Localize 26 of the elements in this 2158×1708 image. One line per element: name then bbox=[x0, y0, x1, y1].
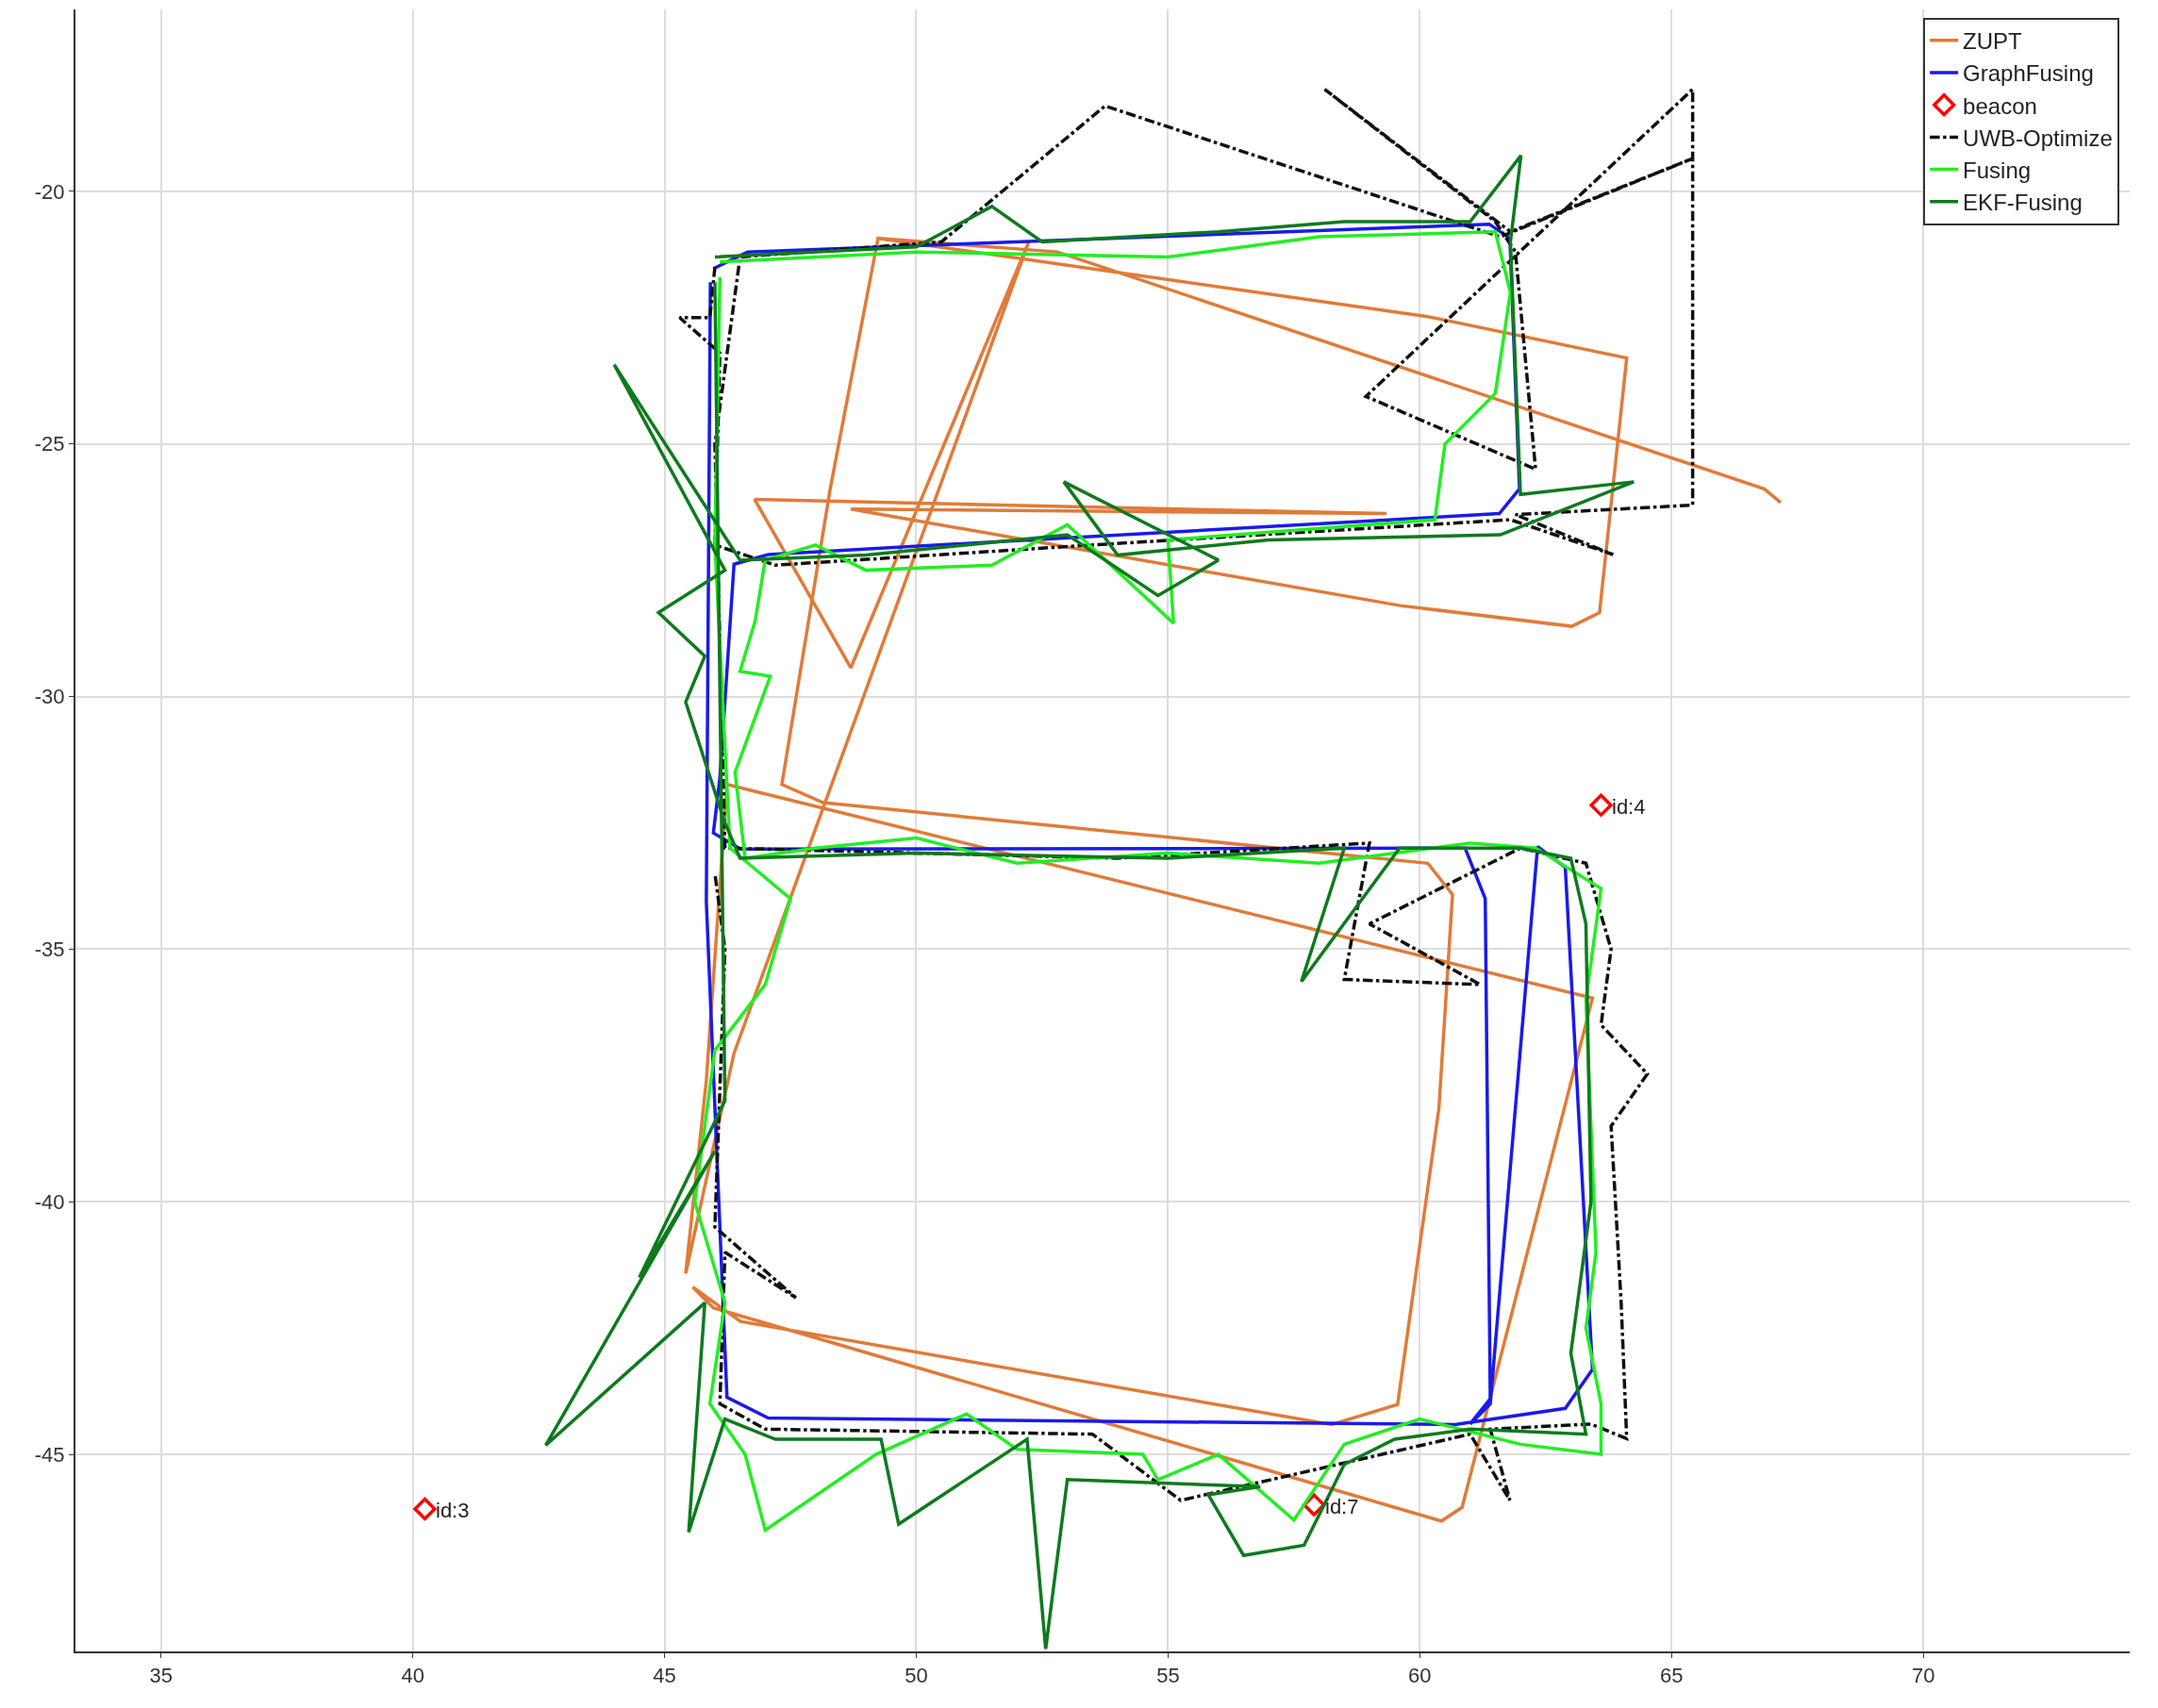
y-tick-label: -45 bbox=[34, 1442, 65, 1467]
x-tick-label: 50 bbox=[905, 1664, 928, 1688]
x-tick-label: 65 bbox=[1659, 1664, 1684, 1688]
legend-label: EKF-Fusing bbox=[1963, 190, 2083, 216]
x-tick-label: 55 bbox=[1156, 1664, 1180, 1688]
annotation: id:7 bbox=[1325, 1495, 1359, 1518]
line-series bbox=[684, 236, 1783, 1523]
y-tick-label: -30 bbox=[34, 685, 65, 709]
x-tick-label: 45 bbox=[653, 1664, 676, 1688]
y-tick-label: -20 bbox=[34, 179, 65, 204]
annotation: id:3 bbox=[436, 1499, 470, 1522]
legend-label: beacon bbox=[1963, 92, 2037, 119]
y-tick-label: -25 bbox=[34, 432, 65, 456]
x-tick-label: 40 bbox=[401, 1664, 424, 1688]
y-tick-label: -35 bbox=[34, 937, 65, 962]
x-tick-label: 35 bbox=[149, 1664, 173, 1688]
legend-label: ZUPT bbox=[1963, 28, 2023, 55]
y-tick-label: -40 bbox=[34, 1189, 65, 1214]
legend-label: UWB-Optimize bbox=[1963, 124, 2113, 151]
x-tick-label: 70 bbox=[1911, 1664, 1935, 1688]
point bbox=[413, 1497, 437, 1521]
point bbox=[1589, 793, 1613, 817]
x-tick-label: 60 bbox=[1408, 1664, 1432, 1688]
annotation: id:4 bbox=[1612, 795, 1646, 819]
legend-label: Fusing bbox=[1963, 157, 2032, 183]
legend-label: GraphFusing bbox=[1963, 60, 2094, 87]
